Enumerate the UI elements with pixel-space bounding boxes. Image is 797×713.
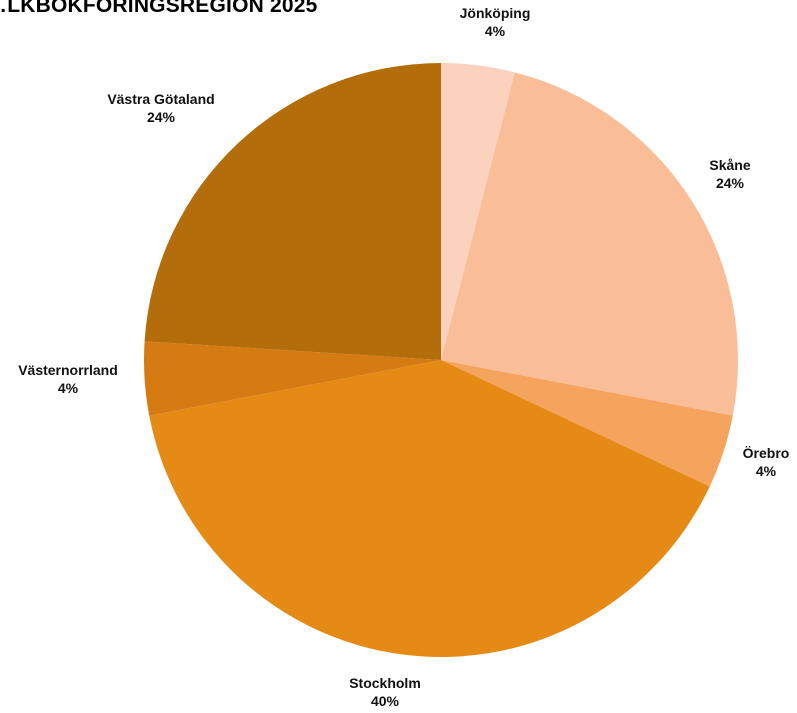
slice-label-value: 4% (58, 380, 79, 396)
slice-label-name: Skåne (709, 157, 750, 173)
pie-slice-stockholm (149, 360, 710, 657)
chart-title: …LKBOKFÖRINGSREGION 2025 (0, 0, 318, 17)
slice-label-name: Stockholm (349, 675, 421, 691)
pie-slice-örebro (441, 360, 733, 487)
pie-slice-jönköping (441, 63, 515, 360)
pie-slice-västernorrland (144, 341, 441, 416)
slice-label-name: Västra Götaland (107, 91, 214, 107)
slice-label-value: 4% (485, 23, 506, 39)
slice-label-value: 24% (147, 109, 176, 125)
pie-slice-skåne (441, 72, 739, 416)
slice-label-name: Jönköping (460, 5, 531, 21)
slice-label-value: 40% (371, 693, 400, 709)
slice-label-name: Västernorrland (18, 362, 118, 378)
slice-label-value: 24% (716, 175, 745, 191)
slice-label-name: Örebro (743, 445, 790, 461)
slice-label-value: 4% (756, 463, 777, 479)
pie-slice-västra-götaland (144, 63, 441, 360)
